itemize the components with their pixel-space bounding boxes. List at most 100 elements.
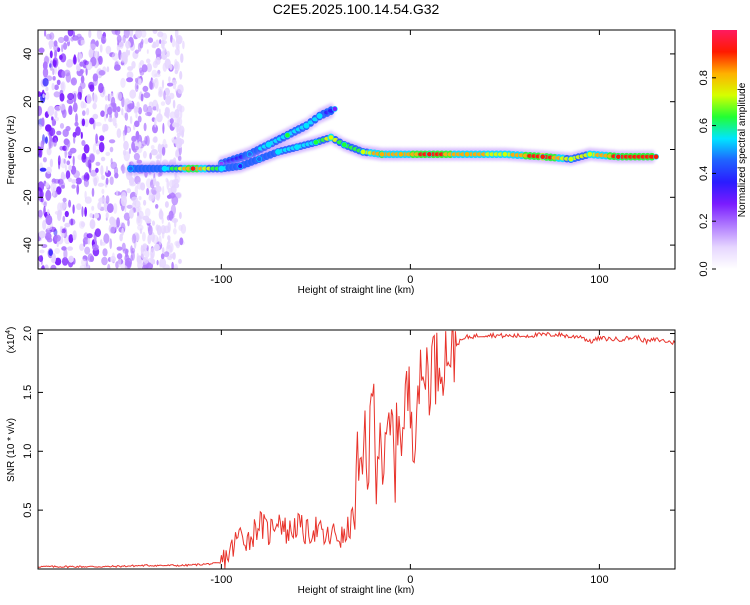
noise-speckle — [79, 243, 85, 251]
noise-speckle — [54, 50, 58, 58]
noise-speckle — [166, 194, 172, 199]
noise-speckle — [161, 146, 166, 156]
figure-title: C2E5.2025.100.14.54.G32 — [273, 1, 440, 17]
noise-speckle — [65, 165, 68, 172]
main-ridge-point — [190, 165, 196, 172]
noise-speckle — [68, 199, 72, 208]
noise-speckle — [151, 259, 156, 265]
noise-speckle — [45, 86, 49, 92]
noise-speckle — [101, 175, 105, 180]
noise-speckle — [171, 139, 179, 144]
noise-speckle — [143, 199, 147, 206]
noise-speckle — [135, 112, 138, 119]
noise-speckle — [79, 61, 84, 67]
noise-speckle — [134, 146, 139, 151]
noise-speckle — [127, 127, 130, 133]
snr-line-layer — [38, 330, 675, 569]
noise-speckle — [38, 145, 42, 156]
noise-speckle — [142, 243, 148, 250]
noise-speckle — [133, 200, 137, 206]
colorbar-label: Normalized spectral amplitude — [737, 82, 748, 217]
noise-speckle — [126, 71, 134, 79]
main-ridge-point — [161, 165, 168, 172]
noise-speckle — [159, 208, 163, 214]
noise-speckle — [142, 85, 149, 92]
noise-speckle — [45, 182, 50, 188]
noise-speckle — [107, 263, 111, 269]
upper-branch-point — [331, 106, 338, 112]
noise-speckle — [71, 179, 77, 184]
noise-speckle — [92, 73, 99, 82]
colorbar-tick-label: 0.2 — [698, 214, 710, 229]
noise-speckle — [142, 150, 147, 159]
colorbar-tick-label: 0.6 — [698, 118, 710, 133]
noise-speckle — [46, 166, 52, 174]
noise-speckle — [161, 39, 165, 49]
noise-speckle — [106, 66, 110, 73]
noise-speckle — [70, 77, 77, 86]
snr-frame — [37, 329, 676, 570]
spectrogram-ridge-layer — [126, 102, 659, 176]
noise-speckle — [121, 163, 125, 174]
noise-speckle — [123, 30, 130, 39]
noise-speckle — [87, 253, 94, 263]
main-ridge-point — [568, 156, 574, 162]
noise-speckle — [76, 33, 82, 39]
noise-speckle — [168, 76, 171, 83]
noise-speckle — [44, 30, 47, 37]
noise-speckle — [126, 204, 133, 209]
noise-speckle — [87, 236, 91, 245]
noise-speckle — [49, 60, 54, 71]
noise-speckle — [38, 209, 43, 218]
noise-speckle — [88, 48, 94, 59]
noise-speckle — [79, 220, 85, 229]
colorbar-tick-label: 0.8 — [698, 70, 710, 85]
noise-speckle — [83, 240, 86, 247]
noise-speckle — [174, 109, 180, 119]
noise-speckle — [103, 233, 110, 244]
noise-speckle — [164, 58, 171, 69]
noise-speckle — [38, 124, 43, 130]
noise-speckle — [138, 78, 142, 86]
noise-speckle — [153, 243, 160, 252]
noise-speckle — [151, 220, 156, 226]
noise-speckle — [142, 231, 146, 242]
noise-speckle — [176, 132, 181, 138]
noise-speckle — [145, 111, 152, 117]
noise-speckle — [143, 104, 148, 113]
noise-speckle — [100, 241, 106, 246]
noise-speckle — [151, 79, 157, 84]
noise-speckle — [49, 50, 53, 59]
noise-speckle — [61, 246, 67, 251]
noise-speckle — [101, 188, 105, 195]
noise-speckle — [131, 196, 139, 202]
noise-speckle — [42, 219, 47, 230]
noise-speckle — [125, 257, 132, 268]
main-ridge-point — [379, 151, 385, 158]
noise-speckle — [61, 70, 66, 79]
noise-speckle — [98, 55, 103, 65]
x-tick-label: -100 — [210, 574, 232, 586]
y-tick-label: 2.0 — [22, 326, 34, 341]
noise-speckle — [81, 140, 86, 146]
noise-speckle — [38, 142, 41, 147]
noise-speckle — [63, 158, 66, 164]
noise-speckle — [156, 225, 162, 236]
noise-speckle — [141, 64, 148, 73]
noise-speckle — [158, 235, 162, 246]
noise-speckle — [138, 107, 142, 115]
noise-speckle — [92, 143, 97, 153]
snr-multiplier-label: (x104) — [5, 327, 17, 354]
noise-speckle — [150, 144, 155, 150]
noise-speckle — [162, 122, 165, 134]
noise-speckle — [120, 77, 126, 88]
noise-speckle — [45, 124, 52, 132]
noise-speckle — [83, 144, 90, 154]
noise-speckle — [59, 225, 63, 233]
noise-speckle — [92, 175, 100, 184]
noise-speckle — [178, 138, 185, 145]
x-tick-label: 0 — [407, 574, 413, 586]
noise-speckle — [84, 206, 87, 217]
noise-speckle — [126, 188, 131, 194]
upper-branch-point — [316, 113, 323, 119]
